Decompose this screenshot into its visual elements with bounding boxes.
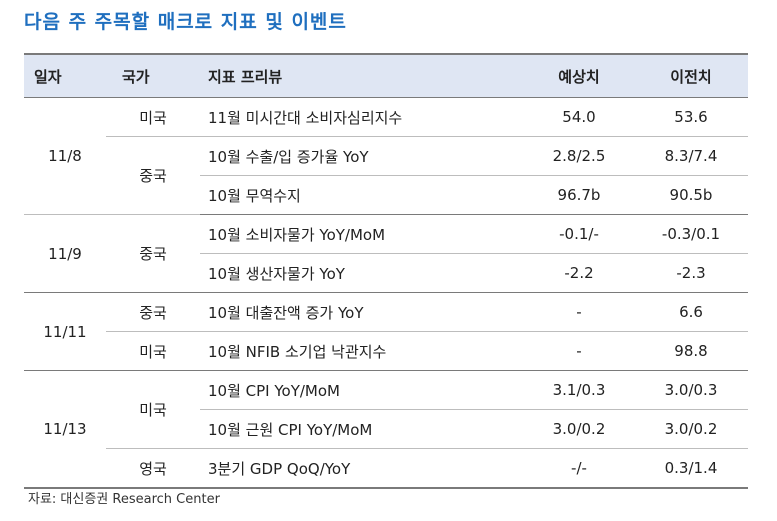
header-indicator: 지표 프리뷰 [200,53,524,98]
table-row: 미국 10월 NFIB 소기업 낙관지수 - 98.8 [24,331,748,371]
country-cell: 중국 [106,214,200,293]
forecast-cell: -/- [524,448,634,489]
forecast-cell: 3.0/0.2 [524,409,634,449]
table-row: 10월 근원 CPI YoY/MoM 3.0/0.2 3.0/0.2 [24,409,748,449]
indicator-cell: 10월 근원 CPI YoY/MoM [200,409,524,449]
table-row: 중국 10월 수출/입 증가율 YoY 2.8/2.5 8.3/7.4 [24,136,748,215]
table-header-row: 일자 국가 지표 프리뷰 예상치 이전치 [24,53,748,98]
previous-cell: 8.3/7.4 [634,136,748,176]
previous-cell: 53.6 [634,97,748,137]
page-title: 다음 주 주목할 매크로 지표 및 이벤트 [24,11,347,33]
previous-cell: -2.3 [634,253,748,293]
table-row: 11/11 중국 10월 대출잔액 증가 YoY - 6.6 [24,292,748,371]
forecast-cell: - [524,292,634,332]
indicator-cell: 10월 생산자물가 YoY [200,253,524,293]
date-cell: 11/9 [24,214,106,293]
table-row: 10월 무역수지 96.7b 90.5b [24,175,748,215]
indicator-cell: 10월 대출잔액 증가 YoY [200,292,524,332]
previous-cell: 3.0/0.3 [634,370,748,410]
table-row: 11/9 중국 10월 소비자물가 YoY/MoM -0.1/- -0.3/0.… [24,214,748,293]
indicator-cell: 10월 NFIB 소기업 낙관지수 [200,331,524,371]
country-cell: 미국 [106,370,200,449]
table-row: 11/13 미국 10월 CPI YoY/MoM 3.1/0.3 3.0/0.3 [24,370,748,489]
date-cell: 11/13 [24,370,106,489]
header-date: 일자 [24,53,106,98]
forecast-cell: 96.7b [524,175,634,215]
table-row: 10월 생산자물가 YoY -2.2 -2.3 [24,253,748,293]
country-cell: 미국 [106,97,200,137]
indicator-cell: 10월 무역수지 [200,175,524,215]
date-cell: 11/11 [24,292,106,371]
indicator-cell: 10월 수출/입 증가율 YoY [200,136,524,176]
table-row: 영국 3분기 GDP QoQ/YoY -/- 0.3/1.4 [24,448,748,489]
country-cell: 미국 [106,331,200,371]
forecast-cell: 2.8/2.5 [524,136,634,176]
header-previous: 이전치 [634,53,748,98]
indicator-cell: 10월 CPI YoY/MoM [200,370,524,410]
country-cell: 영국 [106,448,200,489]
indicator-cell: 3분기 GDP QoQ/YoY [200,448,524,489]
table-row: 11/8 미국 11월 미시간대 소비자심리지수 54.0 53.6 [24,97,748,215]
forecast-cell: -0.1/- [524,214,634,254]
indicator-cell: 10월 소비자물가 YoY/MoM [200,214,524,254]
date-cell: 11/8 [24,97,106,215]
previous-cell: 90.5b [634,175,748,215]
forecast-cell: 3.1/0.3 [524,370,634,410]
previous-cell: 0.3/1.4 [634,448,748,489]
previous-cell: 6.6 [634,292,748,332]
header-country: 국가 [106,53,200,98]
source-note: 자료: 대신증권 Research Center [28,492,220,507]
previous-cell: 98.8 [634,331,748,371]
indicator-cell: 11월 미시간대 소비자심리지수 [200,97,524,137]
previous-cell: 3.0/0.2 [634,409,748,449]
forecast-cell: -2.2 [524,253,634,293]
country-cell: 중국 [106,136,200,215]
forecast-cell: - [524,331,634,371]
header-forecast: 예상치 [524,53,634,98]
macro-events-table: 일자 국가 지표 프리뷰 예상치 이전치 11/8 미국 11월 미시간대 소비… [24,53,748,489]
previous-cell: -0.3/0.1 [634,214,748,254]
forecast-cell: 54.0 [524,97,634,137]
country-cell: 중국 [106,292,200,332]
